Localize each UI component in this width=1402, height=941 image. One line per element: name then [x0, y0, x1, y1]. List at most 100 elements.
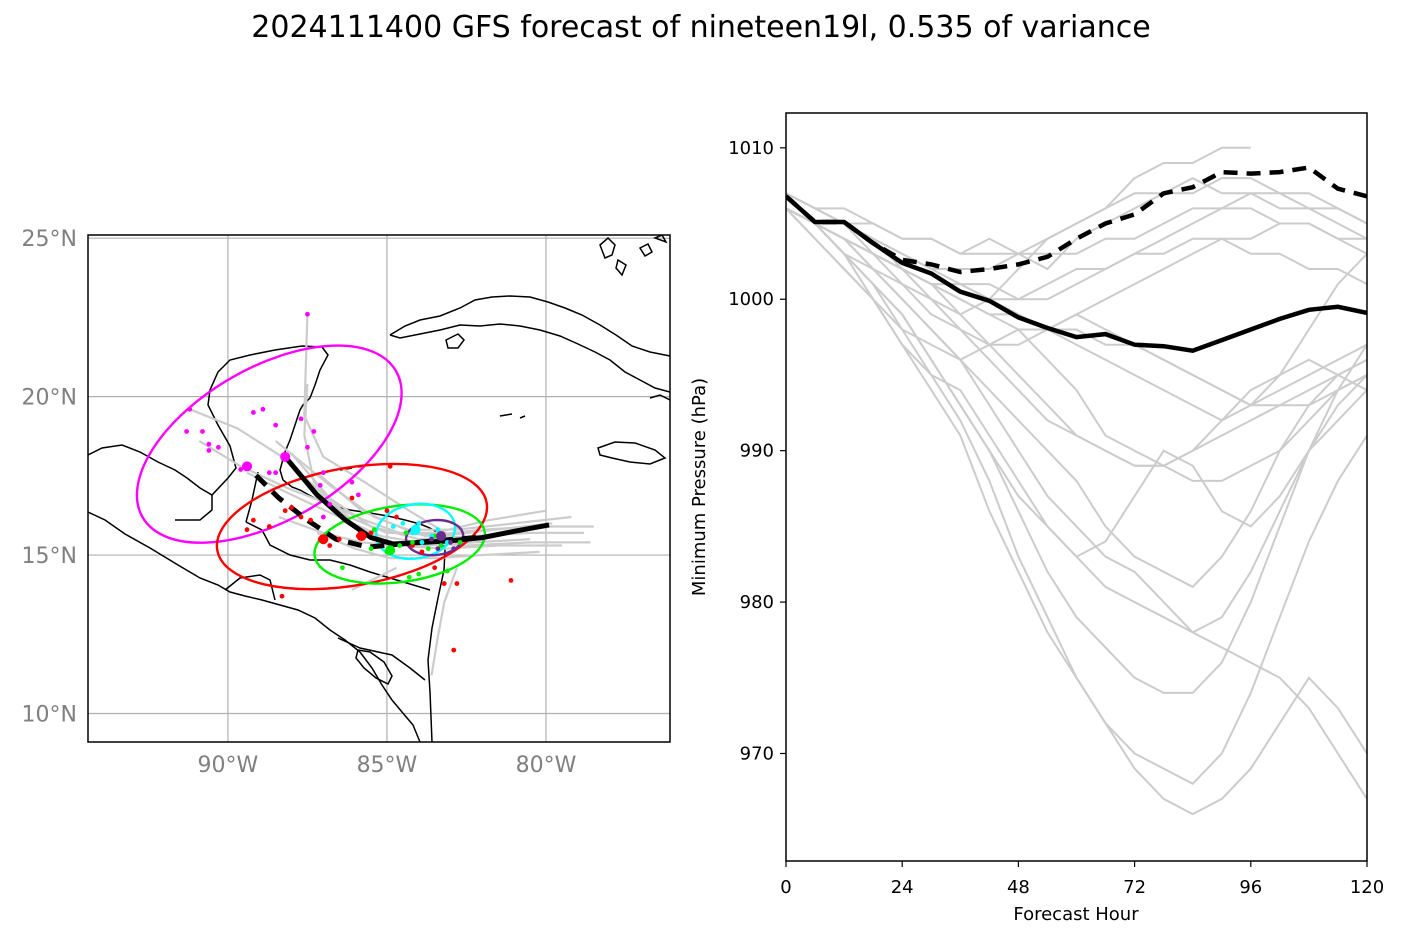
- ensemble-endpoint: [390, 524, 396, 529]
- island-isla-juventud: [445, 333, 465, 349]
- map-lat-tick-label: 25°N: [22, 227, 77, 252]
- map-lat-tick-label: 10°N: [22, 702, 77, 727]
- ensemble-endpoint: [419, 539, 425, 545]
- ensemble-endpoint: [187, 406, 193, 412]
- x-tick-label: 120: [1350, 877, 1384, 898]
- map-lat-tick-label: 20°N: [22, 386, 77, 411]
- ensemble-endpoint: [368, 530, 374, 536]
- ensemble-pressure-line: [786, 192, 1367, 816]
- ensemble-endpoint: [305, 311, 310, 317]
- pressure-plot-frame: [785, 112, 1368, 862]
- border-honduras: [245, 521, 431, 591]
- ensemble-endpoint: [457, 539, 463, 545]
- mean-track: [283, 455, 550, 547]
- ensemble-endpoint: [273, 422, 279, 428]
- map-lon-tick-label: 90°W: [198, 753, 259, 778]
- mean-pressure-line: [786, 194, 1367, 354]
- ensemble-endpoint: [444, 568, 450, 574]
- ensemble-endpoint: [311, 429, 317, 434]
- pressure-lines-layer: [786, 146, 1367, 816]
- ensemble-endpoint: [298, 514, 304, 520]
- cluster-center-point: [410, 524, 421, 535]
- ensemble-endpoint: [438, 543, 444, 548]
- ensemble-endpoint: [454, 581, 460, 586]
- ensemble-pressure-line: [786, 192, 1367, 694]
- x-tick-label: 96: [1239, 877, 1262, 898]
- coastline-cuba: [389, 295, 670, 357]
- coastline-central-america-gulf: [88, 345, 329, 496]
- map-lon-tick-label: 85°W: [357, 753, 418, 778]
- ensemble-endpoint: [184, 429, 189, 434]
- border-nicaragua-costa-rica: [337, 637, 426, 681]
- ensemble-endpoint: [384, 508, 390, 514]
- ensemble-endpoint: [266, 524, 272, 529]
- ensemble-endpoint: [409, 539, 415, 545]
- cluster-center-point: [385, 545, 396, 556]
- ensemble-pressure-line: [786, 207, 1367, 467]
- cluster-ellipse: [313, 503, 487, 585]
- y-tick-label: 970: [740, 743, 774, 764]
- ensemble-endpoint: [429, 536, 434, 542]
- ensemble-endpoint: [349, 479, 355, 485]
- map-lat-tick-label: 15°N: [22, 544, 77, 569]
- y-tick-label: 1000: [728, 289, 774, 310]
- coastline-pacific: [88, 511, 421, 742]
- coastline-haiti: [649, 394, 670, 401]
- ensemble-endpoint: [349, 495, 355, 501]
- ensemble-endpoint: [244, 527, 250, 533]
- ensemble-endpoint: [206, 441, 212, 447]
- ensemble-track: [351, 566, 397, 591]
- cluster-center-point: [242, 461, 253, 472]
- ensemble-endpoint: [394, 514, 399, 520]
- cluster-ellipse: [404, 518, 465, 557]
- ensemble-endpoint: [400, 520, 406, 526]
- ensemble-track: [303, 314, 452, 537]
- cluster-center-point: [356, 531, 367, 542]
- ensemble-endpoint: [250, 517, 256, 523]
- ensemble-endpoint: [308, 517, 314, 523]
- ensemble-track: [316, 471, 572, 531]
- ensemble-endpoint: [416, 520, 422, 526]
- cluster-center-point: [280, 451, 291, 462]
- island-jamaica: [597, 441, 667, 465]
- ensemble-endpoint: [368, 546, 374, 552]
- ensemble-endpoint: [406, 574, 412, 580]
- ensemble-endpoint: [279, 593, 285, 599]
- ensemble-endpoint: [327, 501, 333, 507]
- ensemble-endpoint: [238, 467, 244, 472]
- ensemble-endpoint: [371, 527, 377, 533]
- pressure-ticks: 0 24 48 72 96 120 970 980 990 1000 1010: [728, 138, 1384, 898]
- map-background: [88, 235, 670, 742]
- ensemble-endpoint: [305, 444, 310, 450]
- ensemble-endpoint: [215, 444, 221, 450]
- x-tick-label: 0: [780, 877, 791, 898]
- ensemble-endpoint: [451, 647, 457, 653]
- ensemble-endpoint: [435, 546, 441, 552]
- ensemble-pressure-line: [786, 192, 1367, 422]
- ensemble-endpoint: [432, 565, 438, 571]
- map-tracks-layer: [135, 311, 594, 676]
- x-tick-label: 72: [1123, 877, 1146, 898]
- ensemble-endpoint: [320, 470, 326, 476]
- ensemble-endpoint: [266, 470, 272, 476]
- y-axis-label: Minimum Pressure (hPa): [689, 378, 710, 596]
- dashed-mean-pressure-line: [786, 165, 1367, 275]
- ensemble-endpoint: [508, 577, 514, 583]
- ensemble-pressure-line: [786, 192, 1367, 558]
- ensemble-endpoint: [435, 527, 441, 533]
- cluster-ellipse: [215, 462, 489, 591]
- ensemble-endpoint: [336, 536, 342, 542]
- ensemble-pressure-line: [786, 192, 1367, 255]
- y-tick-label: 1010: [728, 138, 774, 159]
- map-tick-labels: 90°W 85°W 80°W 25°N 20°N 15°N 10°N: [22, 227, 577, 778]
- ensemble-endpoint: [441, 581, 447, 586]
- y-tick-label: 990: [740, 441, 774, 462]
- ensemble-endpoint: [317, 482, 323, 488]
- x-axis-label: Forecast Hour: [1013, 904, 1139, 925]
- coastline-cuba-south: [389, 323, 670, 393]
- ensemble-endpoint: [425, 546, 431, 552]
- y-tick-label: 980: [740, 592, 774, 613]
- ensemble-endpoint: [200, 429, 205, 434]
- ensemble-endpoint: [327, 543, 333, 548]
- figure-title: 2024111400 GFS forecast of nineteen19l, …: [251, 10, 1151, 45]
